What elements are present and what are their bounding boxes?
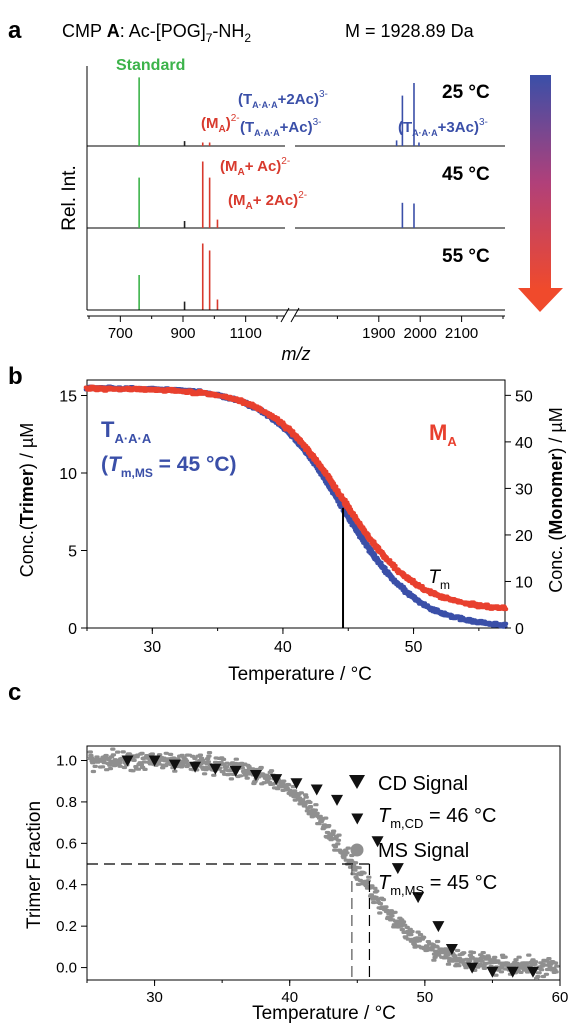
trimer-tm-annotation: (Tm,MS = 45 °C): [101, 453, 237, 480]
panel-b-ylabel-left: Conc.(Trimer) / µM: [17, 423, 37, 577]
panel-c-x-tick-label: 30: [146, 989, 163, 1006]
cd-data-point: [445, 943, 458, 955]
temp-55: 55 °C: [442, 246, 490, 267]
panel-c-y-tick-label: 1.0: [56, 752, 77, 769]
cd-data-point: [466, 962, 479, 974]
temperature-arrow-head: [518, 288, 563, 312]
temp-25: 25 °C: [442, 82, 490, 103]
ms-tm-label: Tm,MS = 45 °C: [378, 872, 497, 898]
panel-a-ylabel: Rel. Int.: [59, 165, 80, 230]
cd-data-point: [290, 778, 303, 790]
ms-legend-label: MS Signal: [378, 840, 469, 862]
label-t-3ac: (TA·A·A+3Ac)3-: [398, 117, 488, 138]
panel-a: a CMP A: Ac-[POG]7-NH2 M = 1928.89 Da St…: [8, 17, 563, 364]
panel-c-y-tick-label: 0.2: [56, 918, 77, 935]
cd-data-point: [371, 836, 384, 848]
spectra-x-tick-label: 2100: [445, 325, 478, 342]
axis-break-mark: [290, 307, 300, 323]
panel-a-header: CMP A: Ac-[POG]7-NH2: [62, 21, 251, 45]
cd-data-point: [486, 966, 499, 978]
panel-c-y-tick-label: 0.6: [56, 835, 77, 852]
panel-b-xlabel: Temperature / °C: [228, 664, 372, 685]
panel-c-y-tick-label: 0.0: [56, 960, 77, 977]
panel-c-y-tick-label: 0.8: [56, 794, 77, 811]
panel-b-left-tick-label: 10: [59, 466, 77, 483]
panel-c-xlabel: Temperature / °C: [252, 1003, 396, 1024]
panel-b-frame: [86, 379, 506, 629]
cd-data-point: [189, 761, 202, 773]
spectra-x-tick-label: 2000: [404, 325, 437, 342]
standard-label: Standard: [116, 57, 185, 74]
cd-data-point: [121, 755, 134, 767]
label-ma-2ac: (MA+ 2Ac)2-: [228, 190, 307, 212]
panel-a-letter: a: [8, 17, 22, 44]
panel-b-right-tick-label: 0: [515, 621, 524, 638]
cd-data-point: [209, 763, 222, 775]
spectra-x-tick-label: 1900: [362, 325, 395, 342]
cd-data-point: [229, 765, 242, 777]
panel-b-left-tick-label: 15: [59, 389, 77, 406]
panel-c-frame: [86, 745, 561, 981]
panel-b-right-tick-label: 10: [515, 574, 533, 591]
cd-data-point: [432, 921, 445, 933]
panel-b-left-tick-label: 5: [68, 544, 77, 561]
cd-data-point: [391, 863, 404, 875]
panel-c-y-tick-label: 0.4: [56, 877, 77, 894]
spectra-x-tick-label: 700: [108, 325, 133, 342]
cd-tm-label: Tm,CD = 46 °C: [378, 805, 496, 831]
trimer-series-label: TA·A·A: [101, 417, 152, 446]
trimer-fraction-plot: 30 40 50 60 0.0 0.2 0.4 0.6 0.8 1.0: [56, 745, 569, 1006]
panel-b-x-tick-label: 40: [274, 639, 292, 656]
panel-b-right-tick-label: 40: [515, 435, 533, 452]
temperature-gradient-arrow: [530, 75, 551, 289]
cd-data-point: [351, 813, 364, 825]
ms-legend-marker: [350, 843, 364, 857]
monomer-data-points: [83, 384, 509, 612]
ms-data-points: [87, 747, 560, 980]
panel-a-xlabel: m/z: [282, 344, 311, 364]
mass-label: M = 1928.89 Da: [345, 21, 475, 41]
panel-b-right-tick-label: 50: [515, 388, 533, 405]
label-ma: (MA)2-: [201, 113, 240, 135]
panel-c-x-tick-label: 60: [552, 989, 569, 1006]
panel-c-letter: c: [8, 679, 21, 706]
cd-data-point: [310, 784, 323, 796]
spectra-x-tick-label: 900: [170, 325, 195, 342]
cd-legend-marker: [349, 775, 365, 789]
panel-b-ylabel-right: Conc. (Monomer) / µM: [546, 407, 566, 592]
panel-c-x-tick-label: 50: [417, 989, 434, 1006]
panel-b-letter: b: [8, 363, 23, 390]
temp-45: 45 °C: [442, 164, 490, 185]
cd-data-point: [168, 759, 181, 771]
cd-data-point: [249, 769, 262, 781]
label-t-2ac: (TA·A·A+2Ac)3-: [238, 89, 328, 110]
label-t-ac: (TA·A·A+Ac)3-: [240, 117, 322, 138]
spectra-x-tick-label: 1100: [230, 325, 262, 342]
cd-data-point: [526, 966, 539, 978]
cd-data-point: [270, 774, 283, 786]
panel-b-x-tick-label: 50: [405, 639, 423, 656]
panel-c-x-tick-label: 40: [281, 989, 298, 1006]
axis-break-mark: [280, 307, 290, 323]
tm-marker-label: Tm: [428, 567, 450, 592]
panel-c-ylabel: Trimer Fraction: [24, 801, 45, 929]
monomer-series-label: MA: [429, 420, 457, 449]
spectra-plot: 700 900 1100 1900 2000 2100: [86, 66, 505, 342]
cd-data-point: [148, 755, 161, 767]
cd-data-point: [331, 794, 344, 806]
panel-b-right-tick-label: 20: [515, 528, 533, 545]
panel-b: b 30 40 50 0 5 10 15 0 10 20 30 40 50 TA·A·A (Tm,MS …: [8, 363, 566, 685]
cd-legend-label: CD Signal: [378, 773, 468, 795]
panel-c: c 30 40 50 60 0.0 0.2 0.4 0.6 0.8 1.0 Trimer Frac…: [8, 679, 568, 1024]
cd-data-point: [506, 966, 519, 978]
panel-b-right-tick-label: 30: [515, 481, 533, 498]
panel-b-left-tick-label: 0: [68, 621, 77, 638]
cd-data-point: [412, 892, 425, 904]
panel-b-x-tick-label: 30: [143, 639, 161, 656]
melting-curve-plot: 30 40 50 0 5 10 15 0 10 20 30 40 50: [59, 379, 533, 656]
label-ma-ac: (MA+ Ac)2-: [220, 156, 290, 178]
